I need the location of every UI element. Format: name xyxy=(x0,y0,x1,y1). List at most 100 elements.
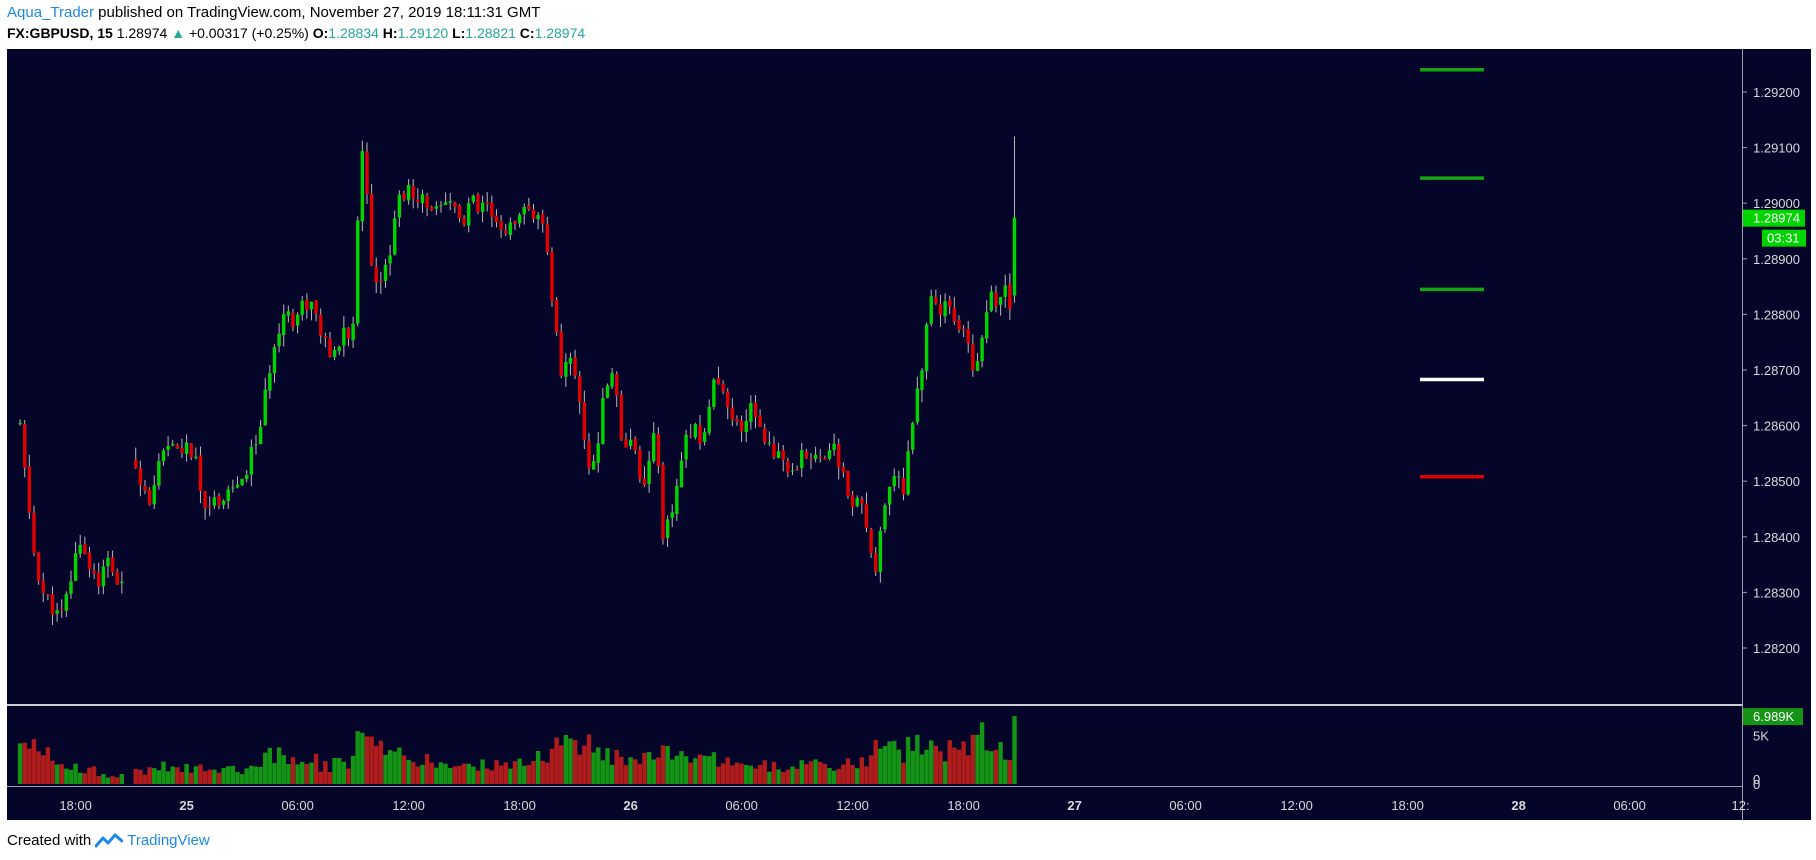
volume-bar xyxy=(762,760,767,784)
open-key: O: xyxy=(312,25,329,41)
price-tick-label: 1.28400 xyxy=(1753,530,1800,545)
volume-bar xyxy=(915,734,920,784)
volume-bar xyxy=(397,747,402,784)
volume-bar xyxy=(757,764,763,784)
candle-body xyxy=(217,495,221,506)
volume-bar xyxy=(364,736,370,784)
volume-bar xyxy=(901,762,906,784)
candle-body xyxy=(332,349,337,357)
volume-bar xyxy=(281,755,286,784)
volume-bar xyxy=(438,762,444,784)
volume-bar xyxy=(96,776,101,784)
volume-bar xyxy=(637,763,643,784)
candle-body xyxy=(827,450,832,459)
candle-body xyxy=(161,450,166,462)
candle-body xyxy=(180,447,184,453)
candle-body xyxy=(874,553,878,572)
candle-body xyxy=(457,205,462,219)
volume-bar xyxy=(517,758,522,784)
volume-bar xyxy=(392,751,397,784)
candle-body xyxy=(906,451,910,495)
volume-bar xyxy=(720,763,726,784)
volume-bar xyxy=(730,765,735,784)
ohlc-legend: FX:GBPUSD, 15 1.28974 ▲ +0.00317 (+0.25%… xyxy=(7,25,585,41)
candle-body xyxy=(397,194,402,218)
candle-body xyxy=(120,581,124,584)
candle-body xyxy=(346,328,351,339)
price-tick-label: 1.28800 xyxy=(1753,307,1800,322)
candle-body xyxy=(448,201,452,203)
candle-body xyxy=(374,266,378,283)
volume-bar xyxy=(619,756,624,784)
volume-bar xyxy=(804,764,809,784)
volume-bar xyxy=(591,752,596,784)
candle-body xyxy=(157,461,161,486)
candle-body xyxy=(480,202,485,212)
volume-bar xyxy=(642,752,647,784)
volume-bar xyxy=(54,764,60,784)
candle-body xyxy=(915,388,920,423)
candle-body xyxy=(536,215,540,220)
candle-body xyxy=(642,478,647,486)
volume-bar xyxy=(36,751,41,784)
volume-bar xyxy=(401,755,407,784)
volume-bar xyxy=(818,761,823,784)
author-link[interactable]: Aqua_Trader xyxy=(7,4,94,21)
candle-body xyxy=(110,557,115,573)
candle-body xyxy=(961,328,966,331)
countdown-badge xyxy=(1762,229,1806,247)
volume-bar xyxy=(577,754,582,784)
volume-bar xyxy=(859,757,865,784)
candle-body xyxy=(171,443,175,446)
candle-body xyxy=(554,299,559,333)
candle-body xyxy=(235,484,240,488)
candle-body xyxy=(975,361,980,371)
low-value: 1.28821 xyxy=(465,25,516,41)
volume-bar xyxy=(933,745,939,784)
volume-bar xyxy=(300,761,305,784)
candle-body xyxy=(596,443,600,463)
volume-bar xyxy=(309,762,314,784)
volume-bar xyxy=(605,748,610,784)
volume-bar xyxy=(545,762,550,784)
price-tick-label: 1.28300 xyxy=(1753,585,1800,600)
candle-body xyxy=(499,221,503,230)
volume-bar xyxy=(882,746,888,784)
candle-body xyxy=(800,450,804,469)
volume-bar xyxy=(725,757,730,784)
candle-body xyxy=(670,512,674,518)
volume-bar xyxy=(207,769,212,784)
candle-body xyxy=(647,460,651,484)
candle-body xyxy=(106,557,110,567)
candle-body xyxy=(924,324,929,372)
volume-bar xyxy=(253,766,259,784)
candle-body xyxy=(883,505,887,530)
candle-body xyxy=(633,438,637,451)
candle-body xyxy=(998,297,1003,305)
tradingview-link[interactable]: TradingView xyxy=(127,832,210,849)
volume-bar xyxy=(230,765,236,784)
volume-bar xyxy=(244,768,249,784)
candle-body xyxy=(87,552,92,570)
volume-bar xyxy=(91,766,97,784)
candle-body xyxy=(78,544,82,554)
volume-bar xyxy=(466,763,471,784)
volume-bar xyxy=(369,736,374,784)
candle-body xyxy=(605,385,610,398)
volume-bar xyxy=(142,774,148,784)
volume-bar xyxy=(448,768,453,784)
time-tick-label: 06:00 xyxy=(1169,798,1202,813)
volume-bar xyxy=(133,768,138,784)
volume-bar xyxy=(734,762,740,784)
volume-bar xyxy=(827,767,832,784)
candle-body xyxy=(920,370,924,391)
volume-bar xyxy=(753,768,758,784)
candle-body xyxy=(471,195,476,202)
candle-body xyxy=(786,461,790,473)
volume-bar xyxy=(485,768,490,784)
volume-bar xyxy=(984,750,989,784)
price-tick-label: 1.28700 xyxy=(1753,363,1800,378)
candle-body xyxy=(166,446,170,450)
volume-bar xyxy=(31,739,37,784)
